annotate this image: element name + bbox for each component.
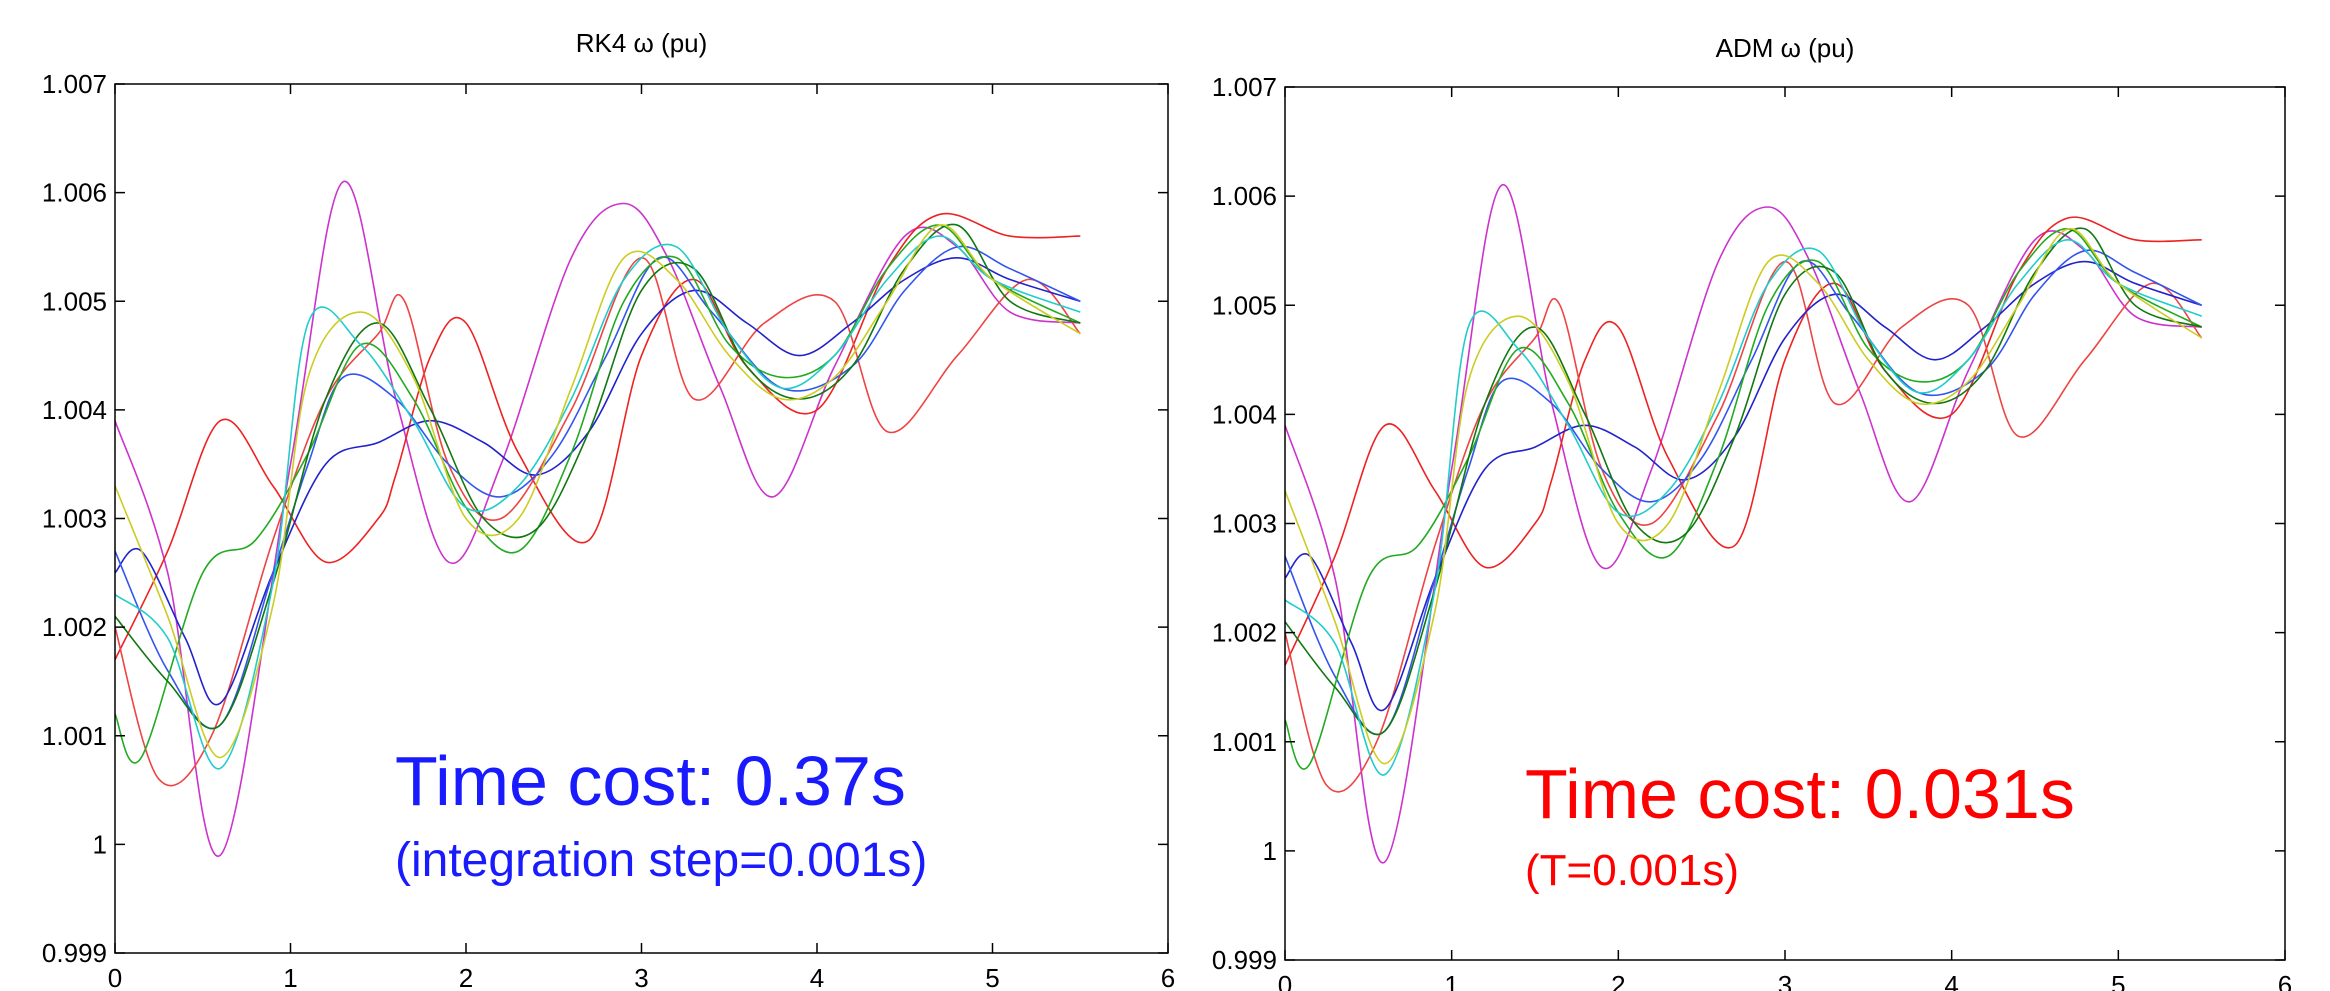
x-tick-label: 1 [1444,970,1458,991]
y-tick-label: 1.002 [42,612,107,642]
y-tick-label: 1 [1263,836,1277,866]
step-size-label: (integration step=0.001s) [395,834,927,887]
series-line-6 [1285,228,2203,770]
x-tick-label: 5 [985,963,999,991]
x-tick-label: 6 [2278,970,2292,991]
y-tick-label: 1.003 [42,504,107,534]
y-tick-label: 1.007 [1212,72,1277,102]
series-group [1285,184,2203,864]
series-line-7 [1285,227,2202,736]
series-line-7 [115,223,1081,730]
y-tick-label: 1 [93,829,107,859]
x-tick-label: 2 [1611,970,1625,991]
y-tick-label: 1.003 [1212,509,1277,539]
x-tick-label: 0 [1278,970,1292,991]
y-tick-label: 1.005 [42,286,107,316]
y-tick-label: 1.004 [1212,399,1277,429]
y-tick-label: 1.006 [1212,181,1277,211]
series-line-2 [115,212,1081,661]
y-tick-label: 1.004 [42,395,107,425]
series-line-5 [115,245,1081,730]
x-tick-label: 3 [1778,970,1792,991]
x-tick-label: 5 [2111,970,2125,991]
series-line-9 [1285,228,2203,765]
x-tick-label: 1 [283,963,297,991]
y-tick-label: 0.999 [1212,945,1277,975]
series-line-5 [1285,249,2203,736]
series-line-2 [1285,216,2202,666]
chart-title: RK4 ω (pu) [576,28,708,58]
time-cost-label: Time cost: 0.37s [395,742,906,820]
chart-rk4: 0.999 1 1.001 1.002 1.003 1.004 1.005 1.006 1.00… [42,28,1175,991]
x-tick-label: 4 [1944,970,1958,991]
series-line-4 [115,256,1081,706]
chart-adm: 0.999 1 1.001 1.002 1.003 1.004 1.005 1.006 1.00… [1212,33,2292,991]
series-line-4 [1285,260,2202,712]
series-line-3 [1285,260,2203,793]
step-size-label: (T=0.001s) [1525,846,1739,895]
x-tick-label: 0 [108,963,122,991]
y-tick-label: 1.001 [1212,727,1277,757]
y-tick-label: 1.005 [1212,290,1277,320]
time-cost-label: Time cost: 0.031s [1525,755,2075,833]
x-tick-label: 6 [1161,963,1175,991]
y-tick-label: 0.999 [42,938,107,968]
x-tick-label: 3 [634,963,648,991]
y-tick-label: 1.007 [42,69,107,99]
series-line-8 [115,235,1081,770]
series-group [115,180,1081,857]
series-line-8 [1285,238,2202,776]
y-tick-label: 1.002 [1212,618,1277,648]
y-tick-label: 1.001 [42,721,107,751]
series-line-9 [115,224,1081,759]
y-tick-label: 1.006 [42,178,107,208]
chart-title: ADM ω (pu) [1716,33,1855,63]
series-line-6 [115,224,1081,764]
series-line-1 [115,180,1081,857]
x-tick-label: 2 [459,963,473,991]
x-tick-label: 4 [810,963,824,991]
